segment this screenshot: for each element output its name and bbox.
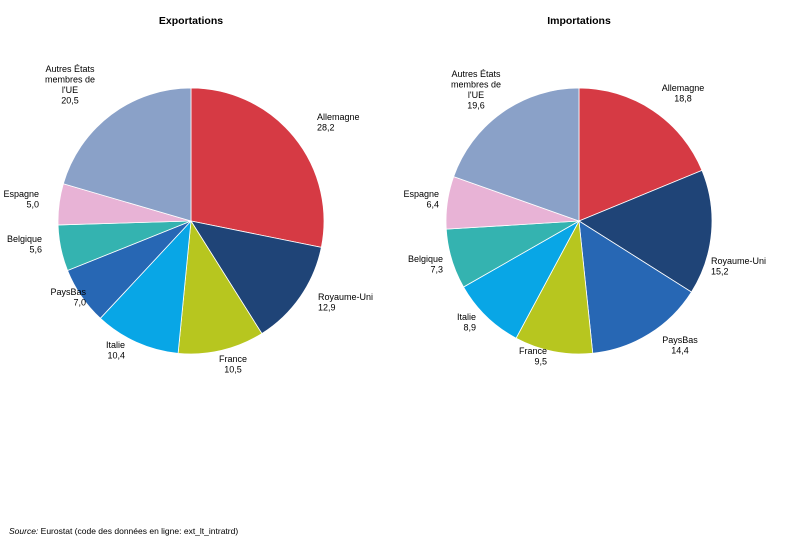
- imports-pie-chart: Importations Allemagne 18,8 Royaume-Uni 15,…: [403, 15, 766, 367]
- imports-slice-allemagne: [578, 87, 703, 222]
- imports-slice-label: Royaume-Uni 15,2: [711, 256, 766, 277]
- imports-slice-label: Italie 8,9: [457, 312, 476, 333]
- imports-slice-label: France 9,5: [519, 346, 547, 367]
- imports-slice-name: l'UE: [468, 90, 484, 100]
- imports-slice-name: membres de: [451, 80, 501, 90]
- imports-slice-royaume-uni: [578, 169, 713, 293]
- imports-slice-value: 14,4: [671, 346, 689, 356]
- exports-slice-name: France: [219, 354, 247, 364]
- imports-slice-name: Autres États: [451, 69, 501, 79]
- exports-slice-france: [177, 219, 263, 355]
- exports-slice-label: Royaume-Uni 12,9: [318, 292, 373, 313]
- exports-slice-italie: [99, 219, 192, 354]
- imports-slice-paysbas: [578, 220, 693, 354]
- exports-pie-chart: Exportations Allemagne 28,2 Royaume-Uni 12,…: [3, 15, 373, 375]
- source-note: Source: Eurostat (code des données en li…: [9, 526, 238, 536]
- imports-slice-name: Allemagne: [662, 83, 705, 93]
- exports-slice-name: Autres États: [45, 64, 95, 74]
- exports-slice-name: membres de: [45, 75, 95, 85]
- imports-slice-name: France: [519, 346, 547, 356]
- imports-slice-value: 15,2: [711, 267, 729, 277]
- exports-slice-label: Belgique 5,6: [7, 234, 42, 255]
- imports-slice-value: 18,8: [674, 94, 692, 104]
- imports-slice-autres-états-membres-de-l-ue: [453, 87, 580, 222]
- exports-slice-autres-états-membres-de-l-ue: [62, 87, 192, 222]
- imports-slice-label: Espagne 6,4: [403, 189, 439, 210]
- exports-slice-name: Royaume-Uni: [318, 292, 373, 302]
- imports-slice-name: PaysBas: [662, 335, 698, 345]
- imports-slice-label: Allemagne 18,8: [662, 83, 705, 104]
- exports-slice-label: Italie 10,4: [106, 340, 125, 361]
- imports-slice-value: 8,9: [463, 323, 476, 333]
- imports-slice-name: Belgique: [408, 254, 443, 264]
- imports-slice-name: Espagne: [403, 189, 439, 199]
- exports-slice-value: 12,9: [318, 303, 336, 313]
- exports-chart-title: Exportations: [159, 15, 223, 27]
- exports-slice-name: Italie: [106, 340, 125, 350]
- exports-slice-name: Belgique: [7, 234, 42, 244]
- exports-slice-value: 7,0: [73, 298, 86, 308]
- source-text: Eurostat (code des données en ligne: ext…: [38, 526, 239, 536]
- imports-slice-value: 7,3: [430, 265, 443, 275]
- exports-slice-value: 28,2: [317, 123, 335, 133]
- imports-slice-france: [515, 219, 594, 355]
- exports-slice-royaume-uni: [190, 220, 322, 335]
- source-label: Source:: [9, 526, 39, 536]
- exports-slice-label: Allemagne 28,2: [317, 112, 360, 133]
- exports-slice-value: 10,5: [224, 365, 242, 375]
- exports-slice-label: Autres États membres de l'UE 20,5: [45, 64, 95, 106]
- exports-slice-name: Allemagne: [317, 112, 360, 122]
- imports-slice-value: 9,5: [534, 357, 547, 367]
- imports-slice-name: Royaume-Uni: [711, 256, 766, 266]
- imports-slice-name: Italie: [457, 312, 476, 322]
- exports-slice-value: 10,4: [107, 351, 125, 361]
- imports-slice-label: PaysBas 14,4: [662, 335, 698, 356]
- exports-slice-label: PaysBas 7,0: [50, 287, 86, 308]
- imports-slice-label: Belgique 7,3: [408, 254, 443, 275]
- exports-slice-value: 5,0: [26, 200, 39, 210]
- exports-slice-label: Espagne 5,0: [3, 189, 39, 210]
- exports-slice-name: l'UE: [62, 85, 78, 95]
- exports-slice-name: PaysBas: [50, 287, 86, 297]
- exports-slice-name: Espagne: [3, 189, 39, 199]
- imports-slice-label: Autres États membres de l'UE 19,6: [451, 69, 501, 111]
- exports-slice-label: France 10,5: [219, 354, 247, 375]
- imports-slice-value: 19,6: [467, 101, 485, 111]
- exports-slice-value: 20,5: [61, 96, 79, 106]
- imports-chart-title: Importations: [547, 15, 611, 27]
- exports-slice-allemagne: [190, 87, 325, 248]
- exports-slice-value: 5,6: [29, 245, 42, 255]
- imports-slice-value: 6,4: [426, 200, 439, 210]
